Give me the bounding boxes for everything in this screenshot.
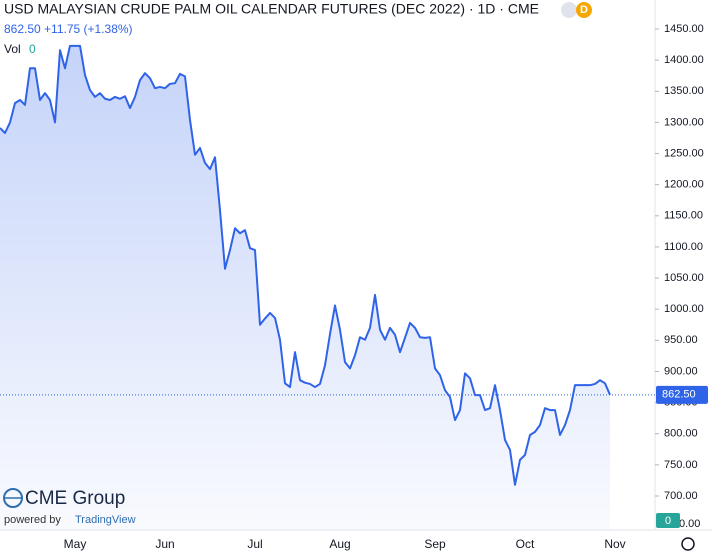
volume-tick-label: 0.00 (679, 518, 700, 530)
volume-tag (656, 513, 680, 528)
line (0, 44, 611, 486)
powered-by: powered by (4, 514, 61, 526)
x-tick-label: Oct (516, 537, 535, 551)
x-tick-label: Sep (424, 537, 446, 551)
settings-icon[interactable] (681, 537, 695, 551)
y-tick-label: 1050.00 (664, 272, 704, 284)
volume-tag-label: 0 (665, 515, 671, 527)
y-tick-label: 1400.00 (664, 54, 704, 66)
y-tick-label: 1450.00 (664, 23, 704, 35)
volume-label: Vol (4, 42, 21, 56)
y-tick-label: 1300.00 (664, 116, 704, 128)
interval-badge: D (580, 4, 588, 16)
plot-area (0, 44, 611, 531)
volume-value: 0 (29, 42, 36, 56)
x-tick-label: Aug (329, 537, 350, 551)
powered-brand: TradingView (75, 514, 136, 526)
quote: 862.50 +11.75 (+1.38%) (4, 22, 133, 36)
badge (576, 2, 592, 18)
logo: CME Group powered by TradingView (3, 488, 136, 526)
y-tick-label: 1000.00 (664, 303, 704, 315)
y-tick-label: 800.00 (664, 428, 698, 440)
badge-bg (561, 2, 577, 18)
y-tick-label: 750.00 (664, 459, 698, 471)
area (0, 45, 610, 531)
y-tick-label: 1250.00 (664, 147, 704, 159)
x-tick-label: May (64, 537, 87, 551)
last-price-label: 862.50 (662, 389, 696, 401)
y-tick-label: 1100.00 (664, 241, 703, 253)
chart-title: USD MALAYSIAN CRUDE PALM OIL CALENDAR FU… (4, 1, 539, 17)
y-tick-label: 700.00 (664, 490, 698, 502)
last-price-tag (656, 385, 708, 404)
y-tick-label: 1200.00 (664, 179, 704, 191)
x-tick-label: Nov (604, 537, 625, 551)
y-tick-label: 1150.00 (664, 210, 703, 222)
y-tick-label: 1350.00 (664, 85, 704, 97)
logo-text: CME Group (25, 488, 125, 509)
y-tick-label: 900.00 (664, 365, 698, 377)
y-tick-label: 950.00 (664, 334, 698, 346)
x-tick-label: Jun (155, 537, 174, 551)
x-tick-label: Jul (247, 537, 262, 551)
